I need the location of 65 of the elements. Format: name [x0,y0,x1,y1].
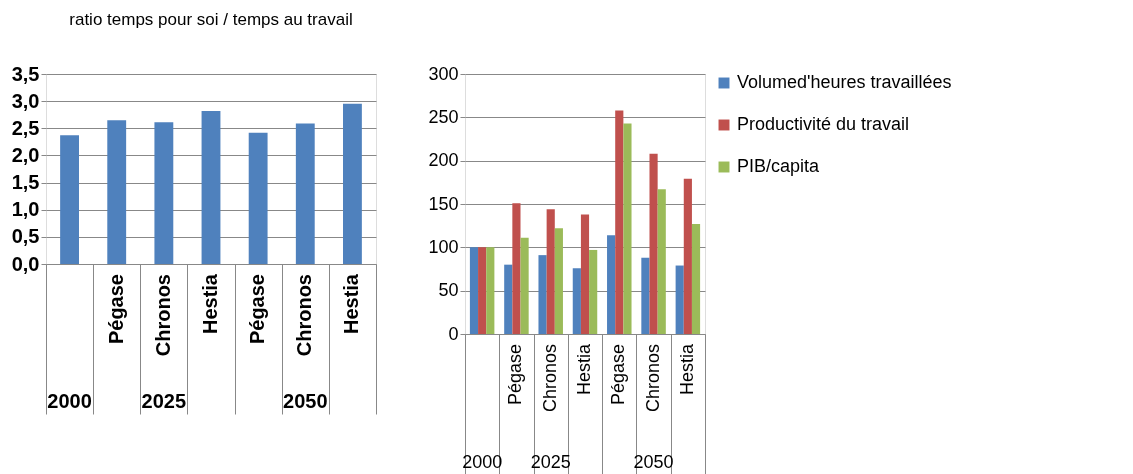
bar [623,123,632,334]
x-tick-label: Pégase [505,344,526,406]
y-tick-label: 250 [428,106,459,127]
y-tick-label: 1,0 [11,198,40,221]
bar [60,135,79,264]
bar [512,203,521,334]
bar [107,120,127,264]
bar [649,153,658,334]
y-tick-label: 0,0 [11,252,40,275]
bar [607,235,616,334]
text: 2050 [283,390,328,412]
legend-label: Volumed'heures travaillées [737,72,952,92]
y-tick-label: 0,5 [11,225,40,248]
bar [615,110,624,334]
y-tick-label: 50 [438,280,459,301]
bar [504,264,513,334]
bar [657,189,666,334]
bar [486,247,495,334]
x-tick-label: Hestia [574,343,594,396]
bar [154,122,174,264]
y-tick-label: 2,5 [11,116,40,139]
y-tick-label: 1,5 [11,171,40,194]
x-tick-label: Chronos [642,344,663,413]
y-tick-label: 300 [428,63,459,84]
bar [546,209,555,334]
x-tick-label: Chronos [539,344,560,413]
bar [295,123,315,264]
bar [554,228,563,334]
text: 2000 [47,390,92,412]
legend-label: Productivité du travail [737,114,910,134]
text: 2025 [530,452,571,472]
y-tick-label: 3,5 [11,62,40,85]
text: 2000 [462,452,503,472]
bar [572,268,581,334]
bar [580,214,590,334]
bar [683,178,692,334]
chart-title: ratio temps pour soi / temps au travail [69,10,353,29]
y-tick-label: 2,0 [11,143,40,166]
bar [478,247,487,334]
bar [201,110,221,264]
bar [469,247,479,334]
bar [641,257,650,334]
x-tick-label: Hestia [199,273,221,335]
bar [248,132,268,264]
x-tick-label: Pégase [246,274,269,345]
text: 2050 [633,452,674,472]
bar [343,103,362,264]
y-tick-label: 100 [428,236,459,257]
bar [691,223,701,334]
y-tick-label: 200 [428,150,459,171]
bar [589,249,598,334]
x-tick-label: Chronos [151,274,174,357]
y-tick-label: 0 [448,323,459,344]
bar [675,265,684,334]
x-tick-label: Chronos [293,274,316,357]
bar [538,255,547,334]
x-tick-label: Hestia [340,273,363,335]
x-tick-label: Pégase [104,274,127,345]
x-tick-label: Hestia [676,343,697,396]
legend-label: PIB/capita [737,156,821,176]
y-tick-label: 3,0 [11,89,40,112]
text: 2025 [141,390,187,412]
x-tick-label: Pégase [608,344,629,406]
y-tick-label: 150 [428,193,459,214]
bar [520,237,529,334]
